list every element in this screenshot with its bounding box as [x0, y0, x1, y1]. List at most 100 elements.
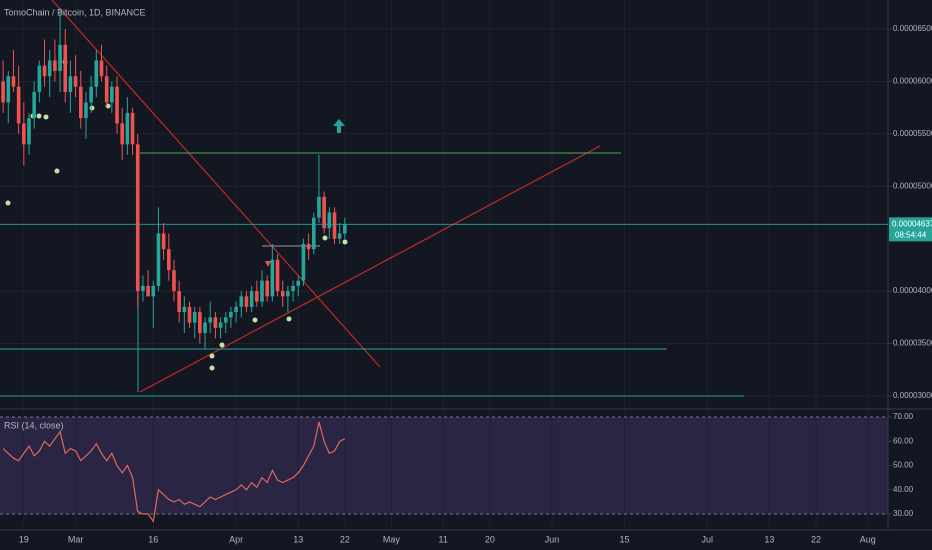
- trend-line: [139, 145, 601, 393]
- candle-body: [166, 249, 171, 271]
- signal-dot: [89, 105, 95, 111]
- candle-body: [6, 76, 11, 103]
- candle-body: [327, 212, 332, 229]
- candle-body: [73, 76, 78, 87]
- chart-title: TomoChain / Bitcoin, 1D, BINANCE: [4, 7, 146, 17]
- candle-body: [1, 81, 5, 103]
- candle-body: [27, 118, 31, 145]
- candle-body: [151, 285, 156, 297]
- x-tick-label: Aug: [860, 534, 876, 544]
- candle-body: [239, 296, 244, 307]
- y-tick-label: 30.00: [893, 509, 914, 518]
- candle-body: [286, 291, 290, 297]
- y-tick-label: 40.00: [893, 485, 914, 494]
- candle-body: [244, 296, 249, 307]
- candle-body: [255, 291, 259, 302]
- y-tick-label: 50.00: [893, 461, 914, 470]
- x-tick-label: 20: [485, 534, 495, 544]
- x-tick-label: Jul: [702, 534, 714, 544]
- rsi-band: [0, 417, 888, 514]
- trend-line: [51, 0, 381, 368]
- candle-body: [42, 65, 47, 77]
- candle-body: [208, 317, 213, 323]
- candle-body: [260, 280, 264, 302]
- arrow-down: [265, 261, 271, 267]
- signal-dot: [286, 316, 292, 322]
- candle-body: [311, 217, 316, 250]
- signal-dot: [342, 239, 348, 245]
- candle-body: [135, 144, 140, 292]
- candle-body: [22, 123, 26, 145]
- candle-body: [58, 44, 62, 71]
- x-tick-label: Jun: [545, 534, 560, 544]
- x-tick-label: 13: [293, 534, 303, 544]
- candle-body: [229, 312, 233, 318]
- candle-body: [47, 60, 52, 77]
- candle-body: [218, 322, 223, 328]
- y-tick-label: 0.00006500: [893, 24, 932, 33]
- signal-dot: [36, 113, 42, 119]
- candle-body: [11, 76, 16, 87]
- x-tick-label: 16: [148, 534, 158, 544]
- x-tick-label: 19: [19, 534, 29, 544]
- candle-body: [99, 60, 104, 77]
- candle-body: [192, 312, 197, 323]
- candle-body: [343, 224, 347, 234]
- candle-body: [104, 76, 109, 103]
- candle-body: [32, 91, 36, 119]
- candle-body: [275, 259, 280, 292]
- candle-body: [198, 312, 202, 334]
- x-tick-label: Apr: [229, 534, 243, 544]
- candle-body: [213, 317, 218, 328]
- y-tick-label: 70.00: [893, 412, 914, 421]
- candle-body: [78, 86, 83, 119]
- candle-body: [317, 196, 321, 218]
- candle-body: [63, 44, 68, 92]
- candle-body: [16, 86, 21, 124]
- y-tick-label: 0.00003500: [893, 339, 932, 348]
- candle-body: [84, 102, 88, 119]
- candle-body: [270, 259, 275, 297]
- candle-body: [172, 270, 176, 292]
- candle-body: [187, 306, 192, 323]
- x-tick-label: May: [383, 534, 401, 544]
- candle-body: [141, 285, 145, 292]
- candle-body: [249, 291, 254, 307]
- candle-body: [337, 233, 342, 239]
- rsi-line: [2, 421, 346, 523]
- candle-body: [182, 306, 187, 313]
- candle-body: [301, 243, 306, 281]
- x-tick-label: 11: [439, 534, 448, 544]
- candle-body: [265, 280, 269, 297]
- signal-dot: [322, 235, 328, 241]
- candle-body: [94, 60, 99, 87]
- last-price-label: 0.00004637: [892, 219, 932, 228]
- x-tick-label: Mar: [68, 534, 84, 544]
- candle-body: [234, 306, 238, 313]
- last-price-box: [889, 217, 932, 242]
- candle-body: [125, 112, 130, 145]
- y-tick-label: 0.00003000: [893, 391, 932, 400]
- signal-dot: [209, 365, 215, 371]
- candle-body: [37, 65, 42, 92]
- countdown-label: 08:54:44: [895, 230, 927, 239]
- candle-body: [296, 280, 301, 286]
- candle-body: [68, 76, 73, 92]
- signal-dot: [252, 317, 258, 323]
- signal-dot: [54, 168, 60, 174]
- candle-body: [156, 233, 161, 286]
- candle-body: [89, 86, 93, 103]
- candle-body: [322, 196, 326, 229]
- candle-body: [177, 291, 181, 313]
- candle-body: [291, 285, 295, 292]
- candle-body: [332, 212, 337, 239]
- candle-body: [110, 86, 114, 103]
- signal-dot: [5, 200, 11, 206]
- rsi-title: RSI (14, close): [4, 420, 64, 430]
- candle-body: [130, 112, 135, 145]
- candle-body: [223, 317, 228, 323]
- candle-body: [115, 86, 119, 124]
- y-tick-label: 0.00004000: [893, 286, 932, 295]
